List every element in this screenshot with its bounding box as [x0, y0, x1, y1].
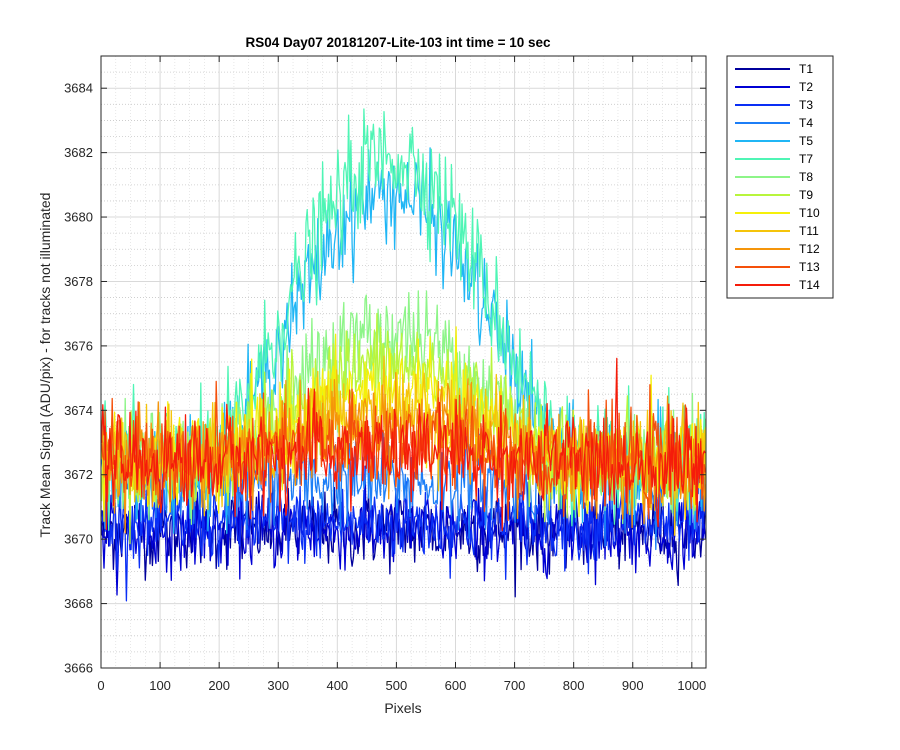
- y-tick-label: 3676: [64, 338, 93, 353]
- x-tick-label: 100: [149, 678, 171, 693]
- y-tick-label: 3680: [64, 210, 93, 225]
- y-tick-label: 3672: [64, 467, 93, 482]
- legend-label: T9: [799, 188, 813, 202]
- legend-label: T7: [799, 152, 813, 166]
- chart-title: RS04 Day07 20181207-Lite-103 int time = …: [245, 35, 551, 50]
- x-tick-label: 500: [386, 678, 408, 693]
- x-tick-label: 300: [267, 678, 289, 693]
- x-tick-label: 600: [445, 678, 467, 693]
- y-tick-label: 3674: [64, 403, 93, 418]
- legend-label: T3: [799, 98, 813, 112]
- legend-label: T4: [799, 116, 813, 130]
- series-group: [101, 108, 706, 602]
- x-axis-label: Pixels: [384, 700, 421, 716]
- series-line-t14: [101, 357, 706, 532]
- y-tick-label: 3668: [64, 596, 93, 611]
- x-tick-label: 1000: [677, 678, 706, 693]
- legend-label: T2: [799, 80, 813, 94]
- y-tick-label: 3684: [64, 81, 93, 96]
- legend-label: T10: [799, 206, 820, 220]
- y-tick-label: 3670: [64, 532, 93, 547]
- y-tick-label: 3678: [64, 274, 93, 289]
- y-tick-label: 3666: [64, 661, 93, 676]
- x-tick-label: 800: [563, 678, 585, 693]
- legend-label: T14: [799, 278, 820, 292]
- plot-area: 0 100 200 300 400 500 600 700 800 900 1000 3666 3668…: [64, 55, 707, 693]
- y-axis-label: Track Mean Signal (ADU/pix) - for tracks…: [37, 193, 53, 538]
- legend-label: T5: [799, 134, 813, 148]
- x-tick-label: 400: [326, 678, 348, 693]
- y-tick-label: 3682: [64, 145, 93, 160]
- x-tick-label: 200: [208, 678, 230, 693]
- x-tick-label: 700: [504, 678, 526, 693]
- legend-label: T1: [799, 62, 813, 76]
- x-tick-label: 0: [97, 678, 104, 693]
- x-tick-label: 900: [622, 678, 644, 693]
- axes-frame: [100, 55, 707, 669]
- legend: T1 T2 T3 T4 T5 T7 T8 T9 T10 T11 T12 T13 T14: [726, 55, 834, 299]
- legend-label: T8: [799, 170, 813, 184]
- legend-label: T12: [799, 242, 820, 256]
- legend-label: T11: [799, 224, 819, 238]
- legend-label: T13: [799, 260, 820, 274]
